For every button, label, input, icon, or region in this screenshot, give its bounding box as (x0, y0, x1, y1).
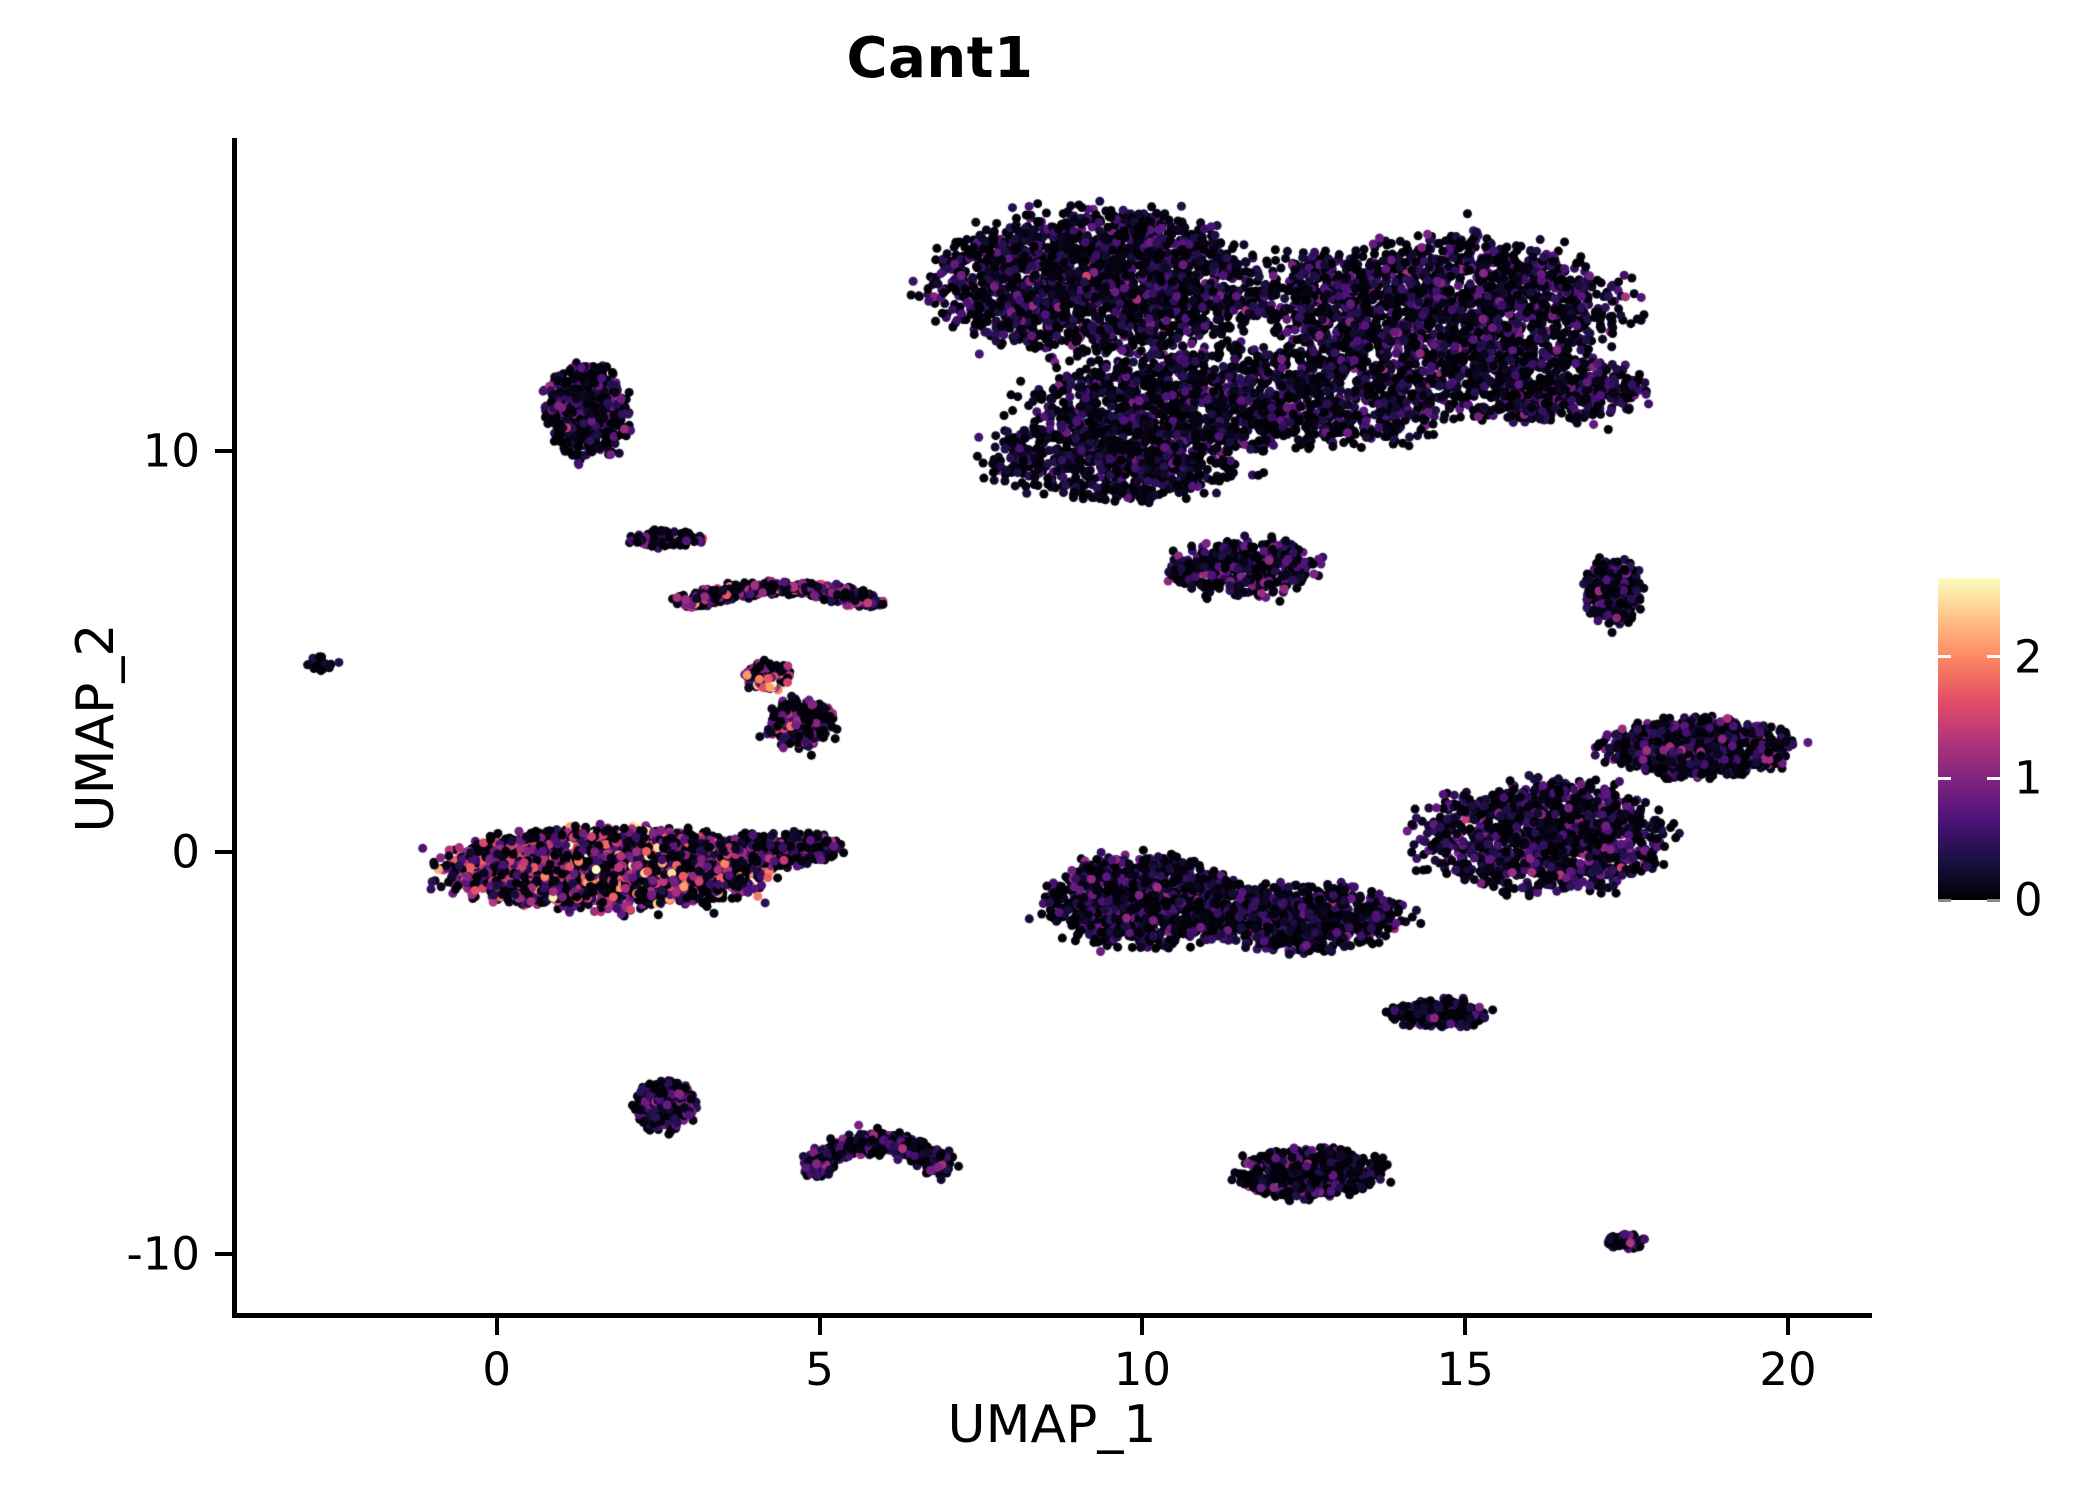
x-tick-label: 20 (1759, 1343, 1817, 1396)
y-tick-label: -10 (126, 1227, 201, 1281)
colorbar-tick-label: 0 (2014, 873, 2043, 927)
colorbar-tick-mark (1987, 655, 2000, 659)
colorbar-tick-mark (1938, 655, 1951, 659)
x-tick-mark (817, 1318, 822, 1335)
colorbar-tick-label: 2 (2014, 630, 2043, 684)
x-tick-label: 15 (1436, 1343, 1494, 1396)
colorbar-gradient (1938, 578, 2000, 900)
x-tick-label: 0 (482, 1343, 512, 1396)
x-tick-label: 10 (1113, 1343, 1172, 1396)
colorbar-tick-mark (1938, 776, 1951, 780)
colorbar: 0 1 2 (1938, 578, 2088, 927)
y-axis-label: UMAP_2 (66, 623, 126, 833)
x-tick-label: 5 (805, 1343, 834, 1396)
y-tick-label: 10 (142, 424, 200, 478)
y-tick-mark (215, 449, 232, 454)
axis-spine-bottom (232, 1313, 1872, 1318)
x-axis-label: UMAP_1 (947, 1395, 1157, 1455)
scatter-canvas (232, 138, 1872, 1318)
x-tick-mark (1786, 1318, 1791, 1335)
colorbar-tick-mark (1938, 898, 1951, 902)
plot-axes: 0 5 10 15 20 -10 0 10 (127, 138, 1872, 1396)
y-tick-mark (215, 850, 232, 855)
x-tick-mark (494, 1318, 499, 1335)
colorbar-tick-mark (1987, 776, 2000, 780)
page-title: Cant1 (846, 26, 1034, 91)
y-tick-mark (215, 1251, 232, 1256)
colorbar-tick-label: 1 (2014, 751, 2043, 805)
x-tick-mark (1140, 1318, 1145, 1335)
y-tick-label: 0 (171, 825, 200, 879)
x-tick-mark (1463, 1318, 1468, 1335)
axis-spine-left (232, 138, 237, 1318)
colorbar-tick-mark (1987, 898, 2000, 902)
